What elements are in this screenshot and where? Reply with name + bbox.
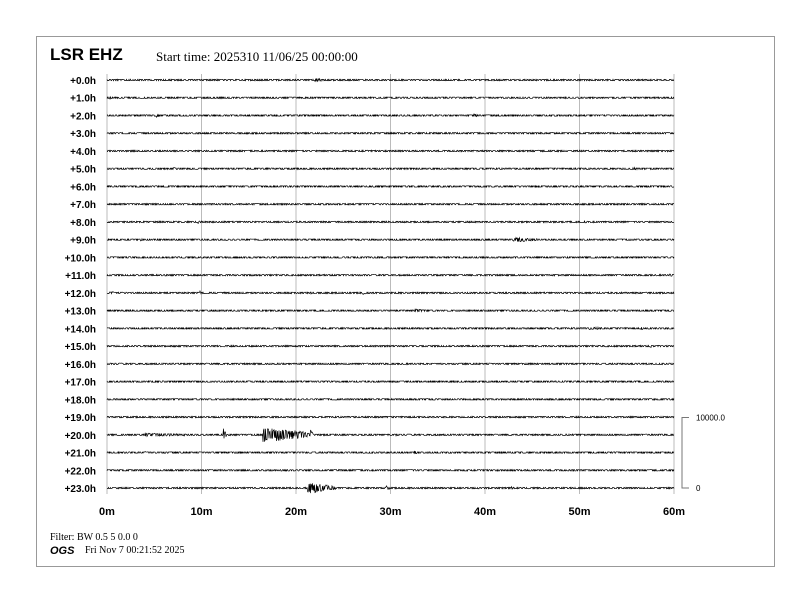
x-tick-label: 40m [474, 506, 496, 518]
seismic-trace [106, 220, 675, 224]
seismic-trace [106, 344, 675, 349]
row-label: +11.0h [65, 271, 96, 282]
seismic-trace [107, 236, 675, 243]
x-tick-label: 60m [663, 506, 685, 518]
row-label: +9.0h [70, 236, 96, 247]
row-label: +10.0h [65, 253, 96, 264]
row-label: +15.0h [65, 342, 96, 353]
plot-frame [36, 36, 775, 567]
seismic-trace [106, 113, 675, 118]
row-label: +6.0h [70, 182, 96, 193]
seismic-trace [106, 415, 675, 419]
row-label: +7.0h [70, 200, 96, 211]
seismic-trace [106, 308, 675, 313]
seismic-trace [106, 468, 675, 472]
seismic-trace [106, 166, 674, 171]
seismic-trace [106, 131, 675, 135]
x-tick-label: 30m [379, 506, 401, 518]
row-label: +21.0h [65, 449, 96, 460]
seismic-trace [106, 273, 675, 277]
seismic-trace [106, 428, 675, 442]
seismic-trace [106, 289, 675, 295]
seismic-trace [106, 379, 675, 384]
amplitude-scale-bar [681, 417, 689, 489]
station-label: LSR EHZ [50, 45, 123, 64]
org-logo: OGS [50, 545, 75, 557]
row-label: +2.0h [70, 111, 96, 122]
row-label: +22.0h [65, 466, 96, 477]
row-label: +23.0h [65, 484, 96, 495]
x-tick-label: 0m [99, 506, 115, 518]
x-tick-label: 10m [190, 506, 212, 518]
row-label: +19.0h [65, 413, 96, 424]
seismic-trace [106, 450, 675, 455]
scale-bottom-label: 0 [696, 484, 701, 493]
seismic-trace [106, 326, 675, 331]
filter-label: Filter: BW 0.5 5 0.0 0 [50, 532, 138, 543]
generated-timestamp: Fri Nov 7 00:21:52 2025 [85, 545, 185, 556]
start-time: Start time: 2025310 11/06/25 00:00:00 [156, 49, 358, 64]
seismic-trace [106, 95, 675, 100]
seismic-trace [106, 202, 675, 206]
scale-top-label: 10000.0 [696, 414, 725, 423]
x-tick-label: 20m [285, 506, 307, 518]
seismic-trace [106, 255, 675, 260]
row-label: +14.0h [65, 324, 96, 335]
seismic-trace [107, 149, 675, 153]
row-label: +18.0h [65, 395, 96, 406]
row-label: +13.0h [65, 307, 96, 318]
seismic-trace [106, 362, 675, 366]
row-label: +1.0h [70, 94, 96, 105]
row-label: +5.0h [70, 165, 96, 176]
seismic-trace [106, 483, 675, 494]
seismic-trace [106, 397, 675, 402]
seismic-trace [106, 184, 675, 189]
row-label: +0.0h [70, 76, 96, 87]
row-label: +20.0h [65, 431, 96, 442]
row-label: +4.0h [70, 147, 96, 158]
seismic-trace [106, 77, 675, 83]
row-label: +3.0h [70, 129, 96, 140]
row-label: +16.0h [65, 360, 96, 371]
row-label: +17.0h [65, 378, 96, 389]
row-label: +8.0h [70, 218, 96, 229]
x-tick-label: 50m [568, 506, 590, 518]
row-label: +12.0h [65, 289, 96, 300]
